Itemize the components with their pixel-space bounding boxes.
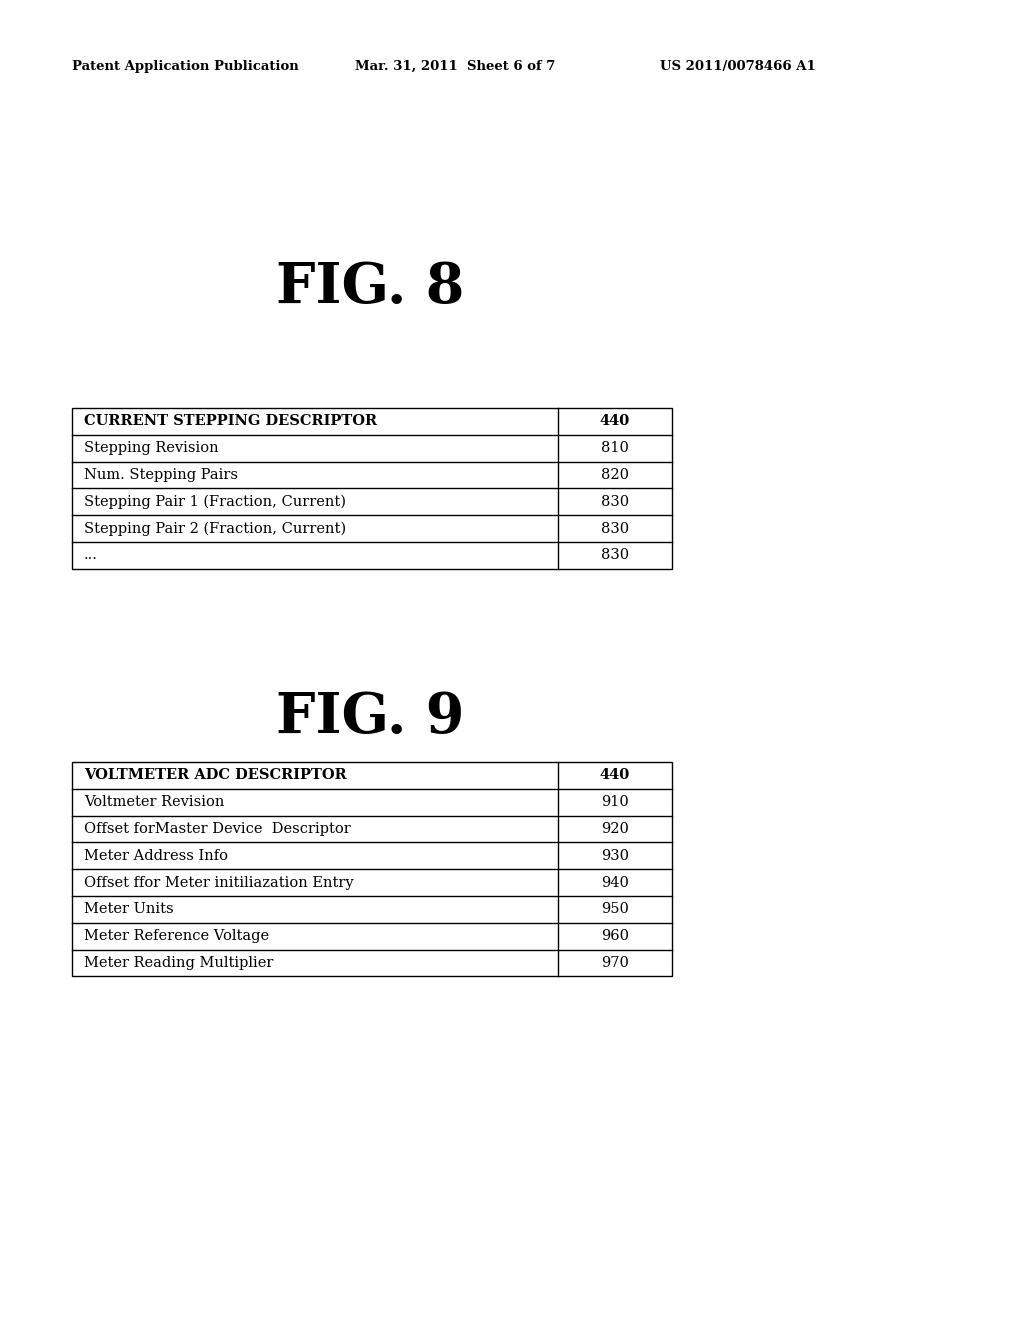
Text: 950: 950 — [601, 903, 629, 916]
Text: 970: 970 — [601, 956, 629, 970]
Text: 960: 960 — [601, 929, 629, 944]
Text: Num. Stepping Pairs: Num. Stepping Pairs — [84, 469, 238, 482]
Text: 920: 920 — [601, 822, 629, 836]
Text: 930: 930 — [601, 849, 629, 863]
Text: 440: 440 — [600, 414, 630, 429]
Text: Voltmeter Revision: Voltmeter Revision — [84, 795, 224, 809]
Text: Meter Address Info: Meter Address Info — [84, 849, 228, 863]
Text: 830: 830 — [601, 495, 629, 508]
Text: VOLTMETER ADC DESCRIPTOR: VOLTMETER ADC DESCRIPTOR — [84, 768, 347, 783]
Text: Meter Reference Voltage: Meter Reference Voltage — [84, 929, 269, 944]
Text: 830: 830 — [601, 521, 629, 536]
Text: Stepping Pair 1 (Fraction, Current): Stepping Pair 1 (Fraction, Current) — [84, 495, 346, 510]
Bar — [72, 762, 672, 977]
Bar — [72, 408, 672, 569]
Text: 910: 910 — [601, 795, 629, 809]
Text: Meter Reading Multiplier: Meter Reading Multiplier — [84, 956, 273, 970]
Text: 440: 440 — [600, 768, 630, 783]
Text: 810: 810 — [601, 441, 629, 455]
Text: 830: 830 — [601, 548, 629, 562]
Text: 820: 820 — [601, 469, 629, 482]
Text: US 2011/0078466 A1: US 2011/0078466 A1 — [660, 59, 816, 73]
Text: ...: ... — [84, 548, 98, 562]
Text: Mar. 31, 2011  Sheet 6 of 7: Mar. 31, 2011 Sheet 6 of 7 — [355, 59, 555, 73]
Text: Stepping Pair 2 (Fraction, Current): Stepping Pair 2 (Fraction, Current) — [84, 521, 346, 536]
Text: CURRENT STEPPING DESCRIPTOR: CURRENT STEPPING DESCRIPTOR — [84, 414, 377, 429]
Text: Meter Units: Meter Units — [84, 903, 174, 916]
Text: FIG. 9: FIG. 9 — [275, 690, 464, 744]
Text: Offset ffor Meter initiliazation Entry: Offset ffor Meter initiliazation Entry — [84, 875, 353, 890]
Text: Stepping Revision: Stepping Revision — [84, 441, 219, 455]
Text: Offset forMaster Device  Descriptor: Offset forMaster Device Descriptor — [84, 822, 351, 836]
Text: 940: 940 — [601, 875, 629, 890]
Text: Patent Application Publication: Patent Application Publication — [72, 59, 299, 73]
Text: FIG. 8: FIG. 8 — [275, 260, 464, 315]
